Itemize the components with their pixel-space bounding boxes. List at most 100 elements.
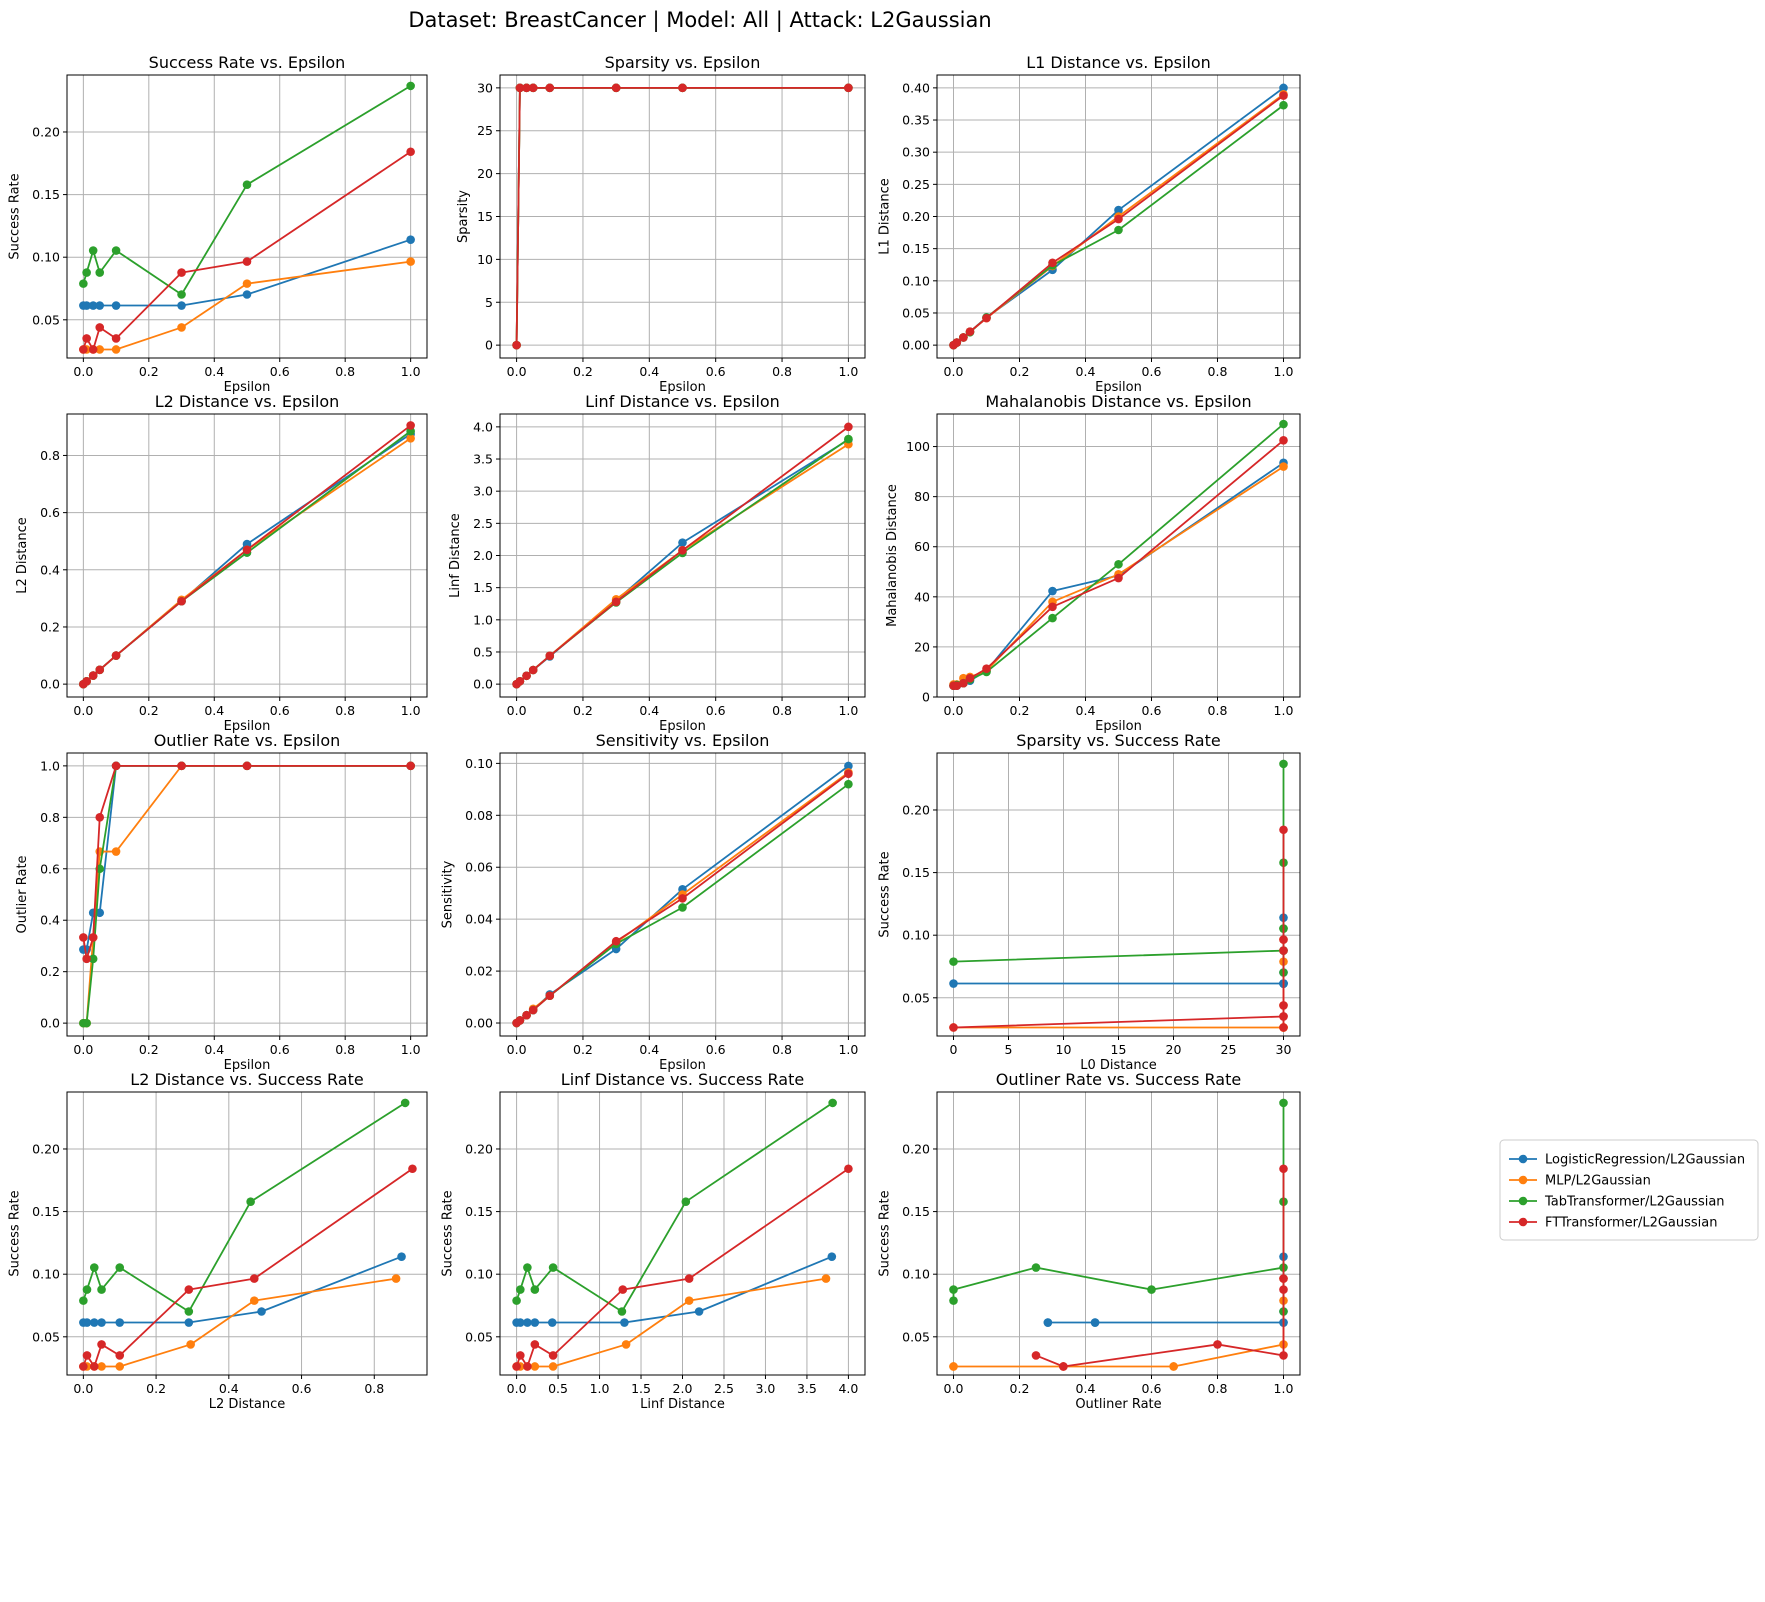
subplot-title: Outliner Rate vs. Success Rate bbox=[996, 1070, 1241, 1089]
data-point-tabtransformer-l2gaussian bbox=[89, 1263, 99, 1272]
data-point-fttransformer-l2gaussian bbox=[1279, 935, 1288, 944]
y-tick-label: 80 bbox=[914, 489, 930, 504]
subplot-title: Linf Distance vs. Epsilon bbox=[585, 392, 780, 411]
x-tick-label: 0.2 bbox=[1010, 703, 1030, 718]
y-tick-label: 0.15 bbox=[32, 1204, 60, 1219]
y-tick-label: 1.0 bbox=[473, 612, 493, 627]
data-point-fttransformer-l2gaussian bbox=[1213, 1340, 1222, 1349]
y-tick-label: 0.2 bbox=[40, 964, 60, 979]
x-tick-label: 0.8 bbox=[1208, 364, 1228, 379]
x-tick-label: 0.0 bbox=[944, 1381, 964, 1396]
data-point-tabtransformer-l2gaussian bbox=[1279, 759, 1288, 769]
subplot-l2-distance-vs-epsilon: 0.0 0.2 0.4 0.6 0.8 1.0 0.0 0.2 0.4 0.6 0.8 L2 Dist… bbox=[15, 392, 428, 734]
data-point-fttransformer-l2gaussian bbox=[177, 761, 186, 771]
data-point-logisticregression-l2gaussian bbox=[111, 301, 121, 310]
y-tick-label: 0.0 bbox=[40, 1016, 60, 1031]
data-point-logisticregression-l2gaussian bbox=[1043, 1318, 1053, 1327]
x-tick-label: 0.0 bbox=[73, 703, 93, 718]
y-tick-label: 0.25 bbox=[902, 177, 930, 192]
data-point-mlp-l2gaussian bbox=[1279, 462, 1288, 471]
data-point-tabtransformer-l2gaussian bbox=[111, 246, 121, 255]
x-tick-label: 0.4 bbox=[639, 364, 659, 379]
data-point-mlp-l2gaussian bbox=[406, 434, 415, 443]
y-tick-label: 1.5 bbox=[473, 580, 493, 595]
data-point-fttransformer-l2gaussian bbox=[249, 1274, 259, 1283]
data-point-mlp-l2gaussian bbox=[621, 1340, 631, 1349]
y-axis-label: Success Rate bbox=[878, 851, 893, 937]
x-tick-label: 0.8 bbox=[335, 1042, 355, 1057]
y-tick-label: 0.10 bbox=[902, 273, 930, 288]
data-point-tabtransformer-l2gaussian bbox=[678, 903, 687, 912]
data-point-fttransformer-l2gaussian bbox=[545, 651, 555, 661]
y-tick-label: 0.4 bbox=[40, 913, 60, 928]
subplot-grid: 0.0 0.2 0.4 0.6 0.8 1.00.050.100.150.20Succes… bbox=[8, 53, 1301, 1412]
legend-label: LogisticRegression/L2Gaussian bbox=[1545, 1153, 1745, 1168]
data-point-fttransformer-l2gaussian bbox=[844, 769, 853, 779]
x-tick-label: 0.4 bbox=[639, 1042, 659, 1057]
data-point-fttransformer-l2gaussian bbox=[522, 671, 531, 681]
data-point-tabtransformer-l2gaussian bbox=[1279, 100, 1288, 110]
data-point-logisticregression-l2gaussian bbox=[678, 538, 687, 547]
y-tick-label: 0.10 bbox=[902, 928, 930, 943]
x-tick-label: 0.4 bbox=[219, 1381, 239, 1396]
y-tick-label: 0.05 bbox=[32, 312, 60, 327]
data-point-tabtransformer-l2gaussian bbox=[79, 1296, 88, 1305]
y-axis-label: L1 Distance bbox=[878, 178, 893, 255]
data-point-tabtransformer-l2gaussian bbox=[1031, 1263, 1041, 1272]
data-point-fttransformer-l2gaussian bbox=[82, 1351, 92, 1360]
y-tick-label: 5 bbox=[485, 295, 493, 310]
x-tick-label: 0.8 bbox=[772, 703, 792, 718]
legend-marker bbox=[1518, 1154, 1528, 1164]
data-point-mlp-l2gaussian bbox=[949, 1362, 958, 1371]
subplot-title: Sparsity vs. Success Rate bbox=[1016, 731, 1220, 750]
x-tick-label: 0.0 bbox=[944, 364, 964, 379]
data-point-fttransformer-l2gaussian bbox=[242, 545, 252, 555]
y-axis-label: Success Rate bbox=[878, 1190, 893, 1276]
data-point-fttransformer-l2gaussian bbox=[982, 664, 991, 673]
data-point-logisticregression-l2gaussian bbox=[406, 235, 415, 244]
y-tick-label: 0.10 bbox=[902, 1267, 930, 1282]
y-tick-label: 4.0 bbox=[473, 419, 493, 434]
data-point-logisticregression-l2gaussian bbox=[620, 1318, 629, 1327]
data-point-fttransformer-l2gaussian bbox=[79, 345, 88, 354]
data-point-tabtransformer-l2gaussian bbox=[1279, 419, 1288, 429]
axes-frame bbox=[66, 413, 428, 698]
x-axis-label: Linf Distance bbox=[640, 1397, 725, 1412]
x-tick-label: 0.6 bbox=[292, 1381, 312, 1396]
data-point-fttransformer-l2gaussian bbox=[79, 933, 88, 942]
subplot-title: L2 Distance vs. Success Rate bbox=[130, 1070, 363, 1089]
x-tick-label: 0.2 bbox=[139, 703, 159, 718]
x-tick-label: 30 bbox=[1276, 1042, 1292, 1057]
data-point-mlp-l2gaussian bbox=[95, 345, 105, 354]
x-axis-label: Epsilon bbox=[659, 380, 706, 395]
data-point-tabtransformer-l2gaussian bbox=[1147, 1285, 1156, 1294]
y-tick-label: 0.20 bbox=[465, 1141, 493, 1156]
data-point-tabtransformer-l2gaussian bbox=[97, 1285, 106, 1294]
x-tick-label: 0 bbox=[950, 1042, 958, 1057]
x-tick-label: 1.0 bbox=[838, 703, 858, 718]
x-axis-label: Epsilon bbox=[1095, 719, 1142, 734]
y-tick-label: 2.5 bbox=[473, 516, 493, 531]
data-point-fttransformer-l2gaussian bbox=[111, 761, 121, 771]
data-point-tabtransformer-l2gaussian bbox=[79, 279, 88, 288]
data-point-tabtransformer-l2gaussian bbox=[400, 1098, 410, 1108]
x-axis-label: L0 Distance bbox=[1080, 1058, 1157, 1073]
data-point-fttransformer-l2gaussian bbox=[82, 676, 91, 686]
data-point-fttransformer-l2gaussian bbox=[844, 422, 853, 432]
x-tick-label: 0.2 bbox=[573, 364, 593, 379]
y-tick-label: 0.10 bbox=[465, 756, 493, 771]
x-axis-label: Epsilon bbox=[659, 719, 706, 734]
data-point-logisticregression-l2gaussian bbox=[516, 1318, 525, 1327]
y-axis-label: L2 Distance bbox=[15, 517, 30, 594]
y-tick-label: 0.20 bbox=[32, 124, 60, 139]
data-point-tabtransformer-l2gaussian bbox=[242, 180, 252, 189]
data-point-tabtransformer-l2gaussian bbox=[82, 268, 91, 277]
data-point-fttransformer-l2gaussian bbox=[1279, 1164, 1288, 1174]
subplot-linf-distance-vs-success-rate: 0.0 0.5 1.0 1.5 2.0 2.5 3.0 3.5 4.0 0.05 0.10 0.15 0… bbox=[441, 1070, 866, 1412]
data-point-mlp-l2gaussian bbox=[242, 279, 252, 288]
data-point-fttransformer-l2gaussian bbox=[949, 1023, 958, 1032]
data-point-fttransformer-l2gaussian bbox=[1279, 1012, 1288, 1021]
x-tick-label: 20 bbox=[1166, 1042, 1182, 1057]
data-point-mlp-l2gaussian bbox=[115, 1362, 125, 1371]
